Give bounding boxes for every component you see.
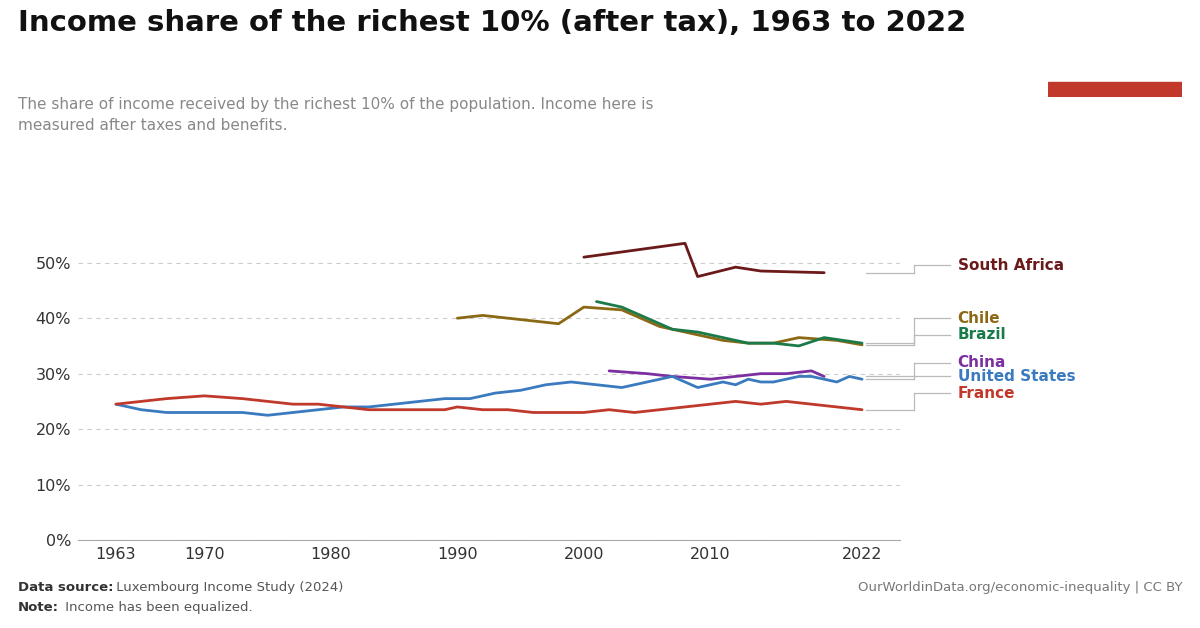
Text: China: China bbox=[958, 355, 1006, 370]
Text: France: France bbox=[958, 386, 1015, 401]
Text: Chile: Chile bbox=[958, 311, 1001, 326]
Text: Brazil: Brazil bbox=[958, 327, 1007, 342]
Text: Income has been equalized.: Income has been equalized. bbox=[61, 601, 253, 614]
Text: in Data: in Data bbox=[1084, 51, 1146, 67]
Bar bbox=[1048, 82, 1182, 97]
Text: Luxembourg Income Study (2024): Luxembourg Income Study (2024) bbox=[112, 581, 343, 594]
Text: South Africa: South Africa bbox=[958, 258, 1063, 273]
Text: Income share of the richest 10% (after tax), 1963 to 2022: Income share of the richest 10% (after t… bbox=[18, 9, 966, 38]
Text: OurWorldinData.org/economic-inequality | CC BY: OurWorldinData.org/economic-inequality |… bbox=[858, 581, 1182, 594]
Text: The share of income received by the richest 10% of the population. Income here i: The share of income received by the rich… bbox=[18, 97, 654, 133]
Text: Our World: Our World bbox=[1072, 28, 1158, 43]
Text: Note:: Note: bbox=[18, 601, 59, 614]
Text: United States: United States bbox=[958, 369, 1075, 384]
Text: Data source:: Data source: bbox=[18, 581, 114, 594]
